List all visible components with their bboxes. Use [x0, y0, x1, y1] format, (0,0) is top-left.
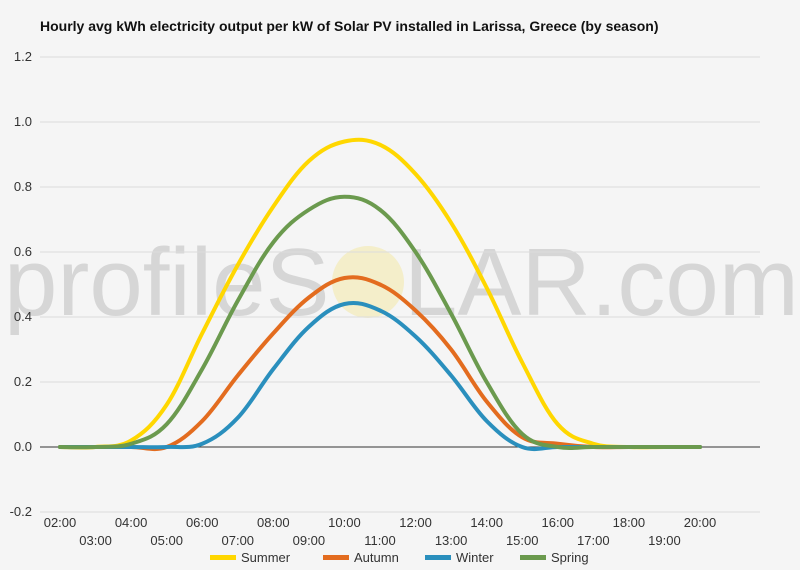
- legend-label-summer: Summer: [241, 550, 291, 565]
- legend: Summer Autumn Winter Spring: [210, 550, 589, 565]
- x-tick-label: 13:00: [435, 533, 468, 548]
- legend-label-spring: Spring: [551, 550, 589, 565]
- y-tick-label: -0.2: [10, 504, 32, 519]
- legend-swatch-winter: [425, 555, 451, 560]
- x-tick-label: 02:00: [44, 515, 77, 530]
- x-tick-label: 08:00: [257, 515, 290, 530]
- x-tick-label: 09:00: [293, 533, 326, 548]
- watermark-left: profileS: [4, 229, 330, 336]
- y-tick-label: 1.2: [14, 49, 32, 64]
- watermark: profileS LAR.com: [4, 229, 799, 336]
- x-tick-label: 06:00: [186, 515, 219, 530]
- x-tick-label: 10:00: [328, 515, 361, 530]
- watermark-sun-icon: [332, 246, 404, 318]
- legend-label-autumn: Autumn: [354, 550, 399, 565]
- legend-swatch-summer: [210, 555, 236, 560]
- legend-label-winter: Winter: [456, 550, 494, 565]
- x-tick-label: 18:00: [613, 515, 646, 530]
- x-tick-label: 19:00: [648, 533, 681, 548]
- x-tick-label: 14:00: [470, 515, 503, 530]
- chart-title: Hourly avg kWh electricity output per kW…: [40, 18, 659, 34]
- x-tick-label: 17:00: [577, 533, 610, 548]
- y-tick-label: 1.0: [14, 114, 32, 129]
- x-tick-label: 12:00: [399, 515, 432, 530]
- x-tick-label: 05:00: [150, 533, 183, 548]
- series-lines: [58, 137, 702, 452]
- y-tick-label: 0.2: [14, 374, 32, 389]
- legend-swatch-spring: [520, 555, 546, 560]
- x-tick-label: 07:00: [222, 533, 255, 548]
- x-tick-label: 04:00: [115, 515, 148, 530]
- axes: -0.2 0.0 0.2 0.4 0.6 0.8 1.0 1.2 02:0003:0004:00…: [10, 49, 760, 548]
- x-tick-label: 16:00: [542, 515, 575, 530]
- series-line-summer: [58, 137, 702, 450]
- y-tick-label: 0.6: [14, 244, 32, 259]
- x-tick-label: 20:00: [684, 515, 717, 530]
- x-tick-label: 03:00: [79, 533, 112, 548]
- series-line-spring: [58, 194, 702, 451]
- x-tick-label: 15:00: [506, 533, 539, 548]
- y-tick-label: 0.8: [14, 179, 32, 194]
- y-tick-label: 0.0: [14, 439, 32, 454]
- x-tick-label: 11:00: [364, 533, 396, 548]
- y-tick-label: 0.4: [14, 309, 32, 324]
- legend-swatch-autumn: [323, 555, 349, 560]
- grid: [40, 56, 760, 513]
- watermark-right: LAR.com: [404, 229, 799, 336]
